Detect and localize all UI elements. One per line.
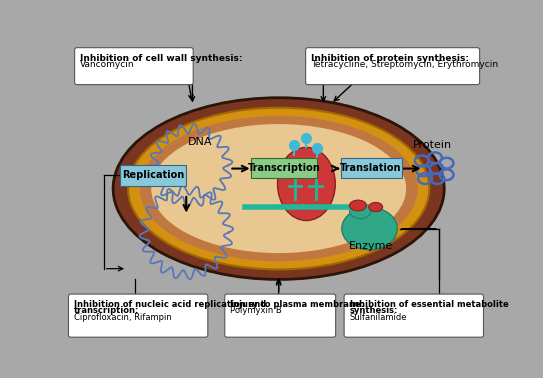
Ellipse shape bbox=[350, 200, 367, 211]
Ellipse shape bbox=[342, 208, 397, 250]
FancyBboxPatch shape bbox=[306, 48, 479, 85]
Text: Enzyme: Enzyme bbox=[349, 240, 393, 251]
Text: Vancomycin: Vancomycin bbox=[80, 60, 135, 70]
Ellipse shape bbox=[128, 108, 430, 270]
Ellipse shape bbox=[151, 124, 406, 253]
Text: DNA: DNA bbox=[188, 137, 212, 147]
FancyBboxPatch shape bbox=[225, 294, 336, 337]
FancyBboxPatch shape bbox=[341, 158, 402, 178]
Text: transcription:: transcription: bbox=[74, 307, 139, 315]
Ellipse shape bbox=[369, 203, 383, 212]
Text: Inhibition of essential metabolite: Inhibition of essential metabolite bbox=[350, 300, 508, 309]
Text: Replication: Replication bbox=[122, 170, 184, 180]
Text: Tetracycline, Streptomycin, Erythromycin: Tetracycline, Streptomycin, Erythromycin bbox=[311, 60, 498, 70]
FancyBboxPatch shape bbox=[68, 294, 208, 337]
Ellipse shape bbox=[277, 147, 335, 220]
Text: Inhibition of protein synthesis:: Inhibition of protein synthesis: bbox=[311, 54, 469, 63]
Text: Translation: Translation bbox=[340, 163, 402, 173]
Text: Inhibition of nucleic acid replication and: Inhibition of nucleic acid replication a… bbox=[74, 300, 266, 309]
Text: Ciprofloxacin, Rifampin: Ciprofloxacin, Rifampin bbox=[74, 313, 172, 322]
Text: Sulfanilamide: Sulfanilamide bbox=[350, 313, 407, 322]
Ellipse shape bbox=[140, 116, 418, 261]
Text: Injury to plasma membrane:: Injury to plasma membrane: bbox=[230, 300, 364, 309]
FancyBboxPatch shape bbox=[344, 294, 483, 337]
Text: Polymyxin B: Polymyxin B bbox=[230, 307, 282, 315]
Text: Protein: Protein bbox=[413, 141, 452, 150]
FancyBboxPatch shape bbox=[120, 166, 186, 186]
Text: Transcription: Transcription bbox=[248, 163, 320, 173]
Ellipse shape bbox=[350, 203, 371, 218]
Text: synthesis:: synthesis: bbox=[350, 307, 398, 315]
FancyBboxPatch shape bbox=[74, 48, 193, 85]
Text: Inhibition of cell wall synthesis:: Inhibition of cell wall synthesis: bbox=[80, 54, 243, 63]
Ellipse shape bbox=[113, 98, 444, 279]
FancyBboxPatch shape bbox=[251, 158, 317, 178]
